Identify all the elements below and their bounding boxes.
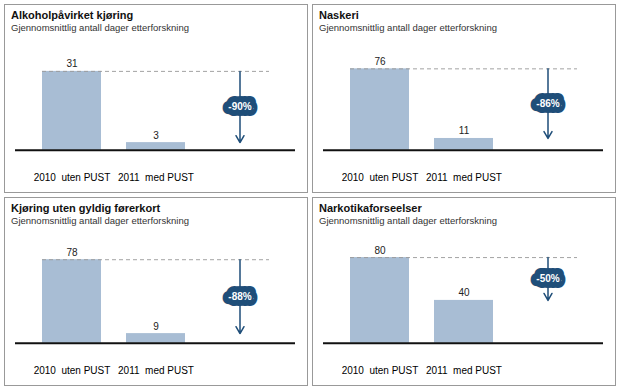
svg-text:-88%: -88% — [228, 291, 251, 302]
svg-text:31: 31 — [66, 58, 78, 69]
svg-text:40: 40 — [458, 287, 470, 298]
svg-text:80: 80 — [374, 245, 386, 256]
svg-text:11: 11 — [459, 125, 470, 136]
html-text:Alkoholpåvirket kjøring: Alkoholpåvirket kjøring — [11, 9, 134, 21]
svg-text:2010 uten PUST: 2010 uten PUST — [34, 172, 111, 183]
html-text:Narkotikaforseelser: Narkotikaforseelser — [319, 202, 422, 214]
svg-text:-50%: -50% — [536, 273, 559, 284]
svg-text:-86%: -86% — [536, 98, 559, 109]
svg-text:2010 uten PUST: 2010 uten PUST — [342, 172, 419, 183]
html-text:Naskeri: Naskeri — [319, 9, 359, 21]
html-text:Gjennomsnittlig antall dager e: Gjennomsnittlig antall dager etterforskn… — [319, 22, 497, 33]
svg-text:2011 med PUST: 2011 med PUST — [426, 365, 502, 376]
html-text:Gjennomsnittlig antall dager e: Gjennomsnittlig antall dager etterforskn… — [11, 215, 189, 226]
html-text:Gjennomsnittlig antall dager e: Gjennomsnittlig antall dager etterforskn… — [11, 22, 189, 33]
svg-text:2010 uten PUST: 2010 uten PUST — [34, 365, 111, 376]
svg-text:76: 76 — [374, 56, 386, 67]
svg-text:78: 78 — [66, 247, 78, 258]
svg-text:2011 med PUST: 2011 med PUST — [118, 172, 194, 183]
svg-text:3: 3 — [153, 130, 159, 141]
html-text:Gjennomsnittlig antall dager e: Gjennomsnittlig antall dager etterforskn… — [319, 215, 497, 226]
html-text:Kjøring uten gyldig førerkort: Kjøring uten gyldig førerkort — [11, 202, 161, 214]
svg-text:2011 med PUST: 2011 med PUST — [426, 172, 502, 183]
svg-text:2011 med PUST: 2011 med PUST — [118, 365, 194, 376]
svg-text:-90%: -90% — [228, 101, 251, 112]
svg-text:9: 9 — [153, 321, 159, 332]
svg-text:2010 uten PUST: 2010 uten PUST — [342, 365, 419, 376]
